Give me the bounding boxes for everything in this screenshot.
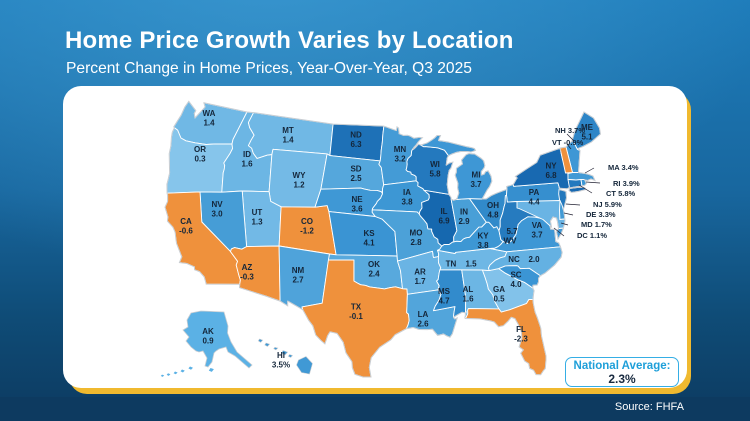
svg-text:6.8: 6.8 [545, 171, 557, 180]
svg-text:NM: NM [292, 266, 305, 275]
svg-text:IA: IA [403, 188, 411, 197]
svg-text:VT -0.9%: VT -0.9% [552, 138, 584, 147]
svg-text:FL: FL [516, 325, 526, 334]
svg-text:4.7: 4.7 [438, 296, 450, 305]
svg-text:3.0: 3.0 [211, 209, 223, 218]
svg-text:OR: OR [194, 145, 206, 154]
svg-text:4.4: 4.4 [528, 197, 540, 206]
svg-text:3.7: 3.7 [470, 180, 482, 189]
svg-text:0.9: 0.9 [202, 336, 214, 345]
svg-text:AK: AK [202, 327, 214, 336]
svg-text:3.7: 3.7 [531, 230, 543, 239]
svg-text:NJ 5.9%: NJ 5.9% [593, 200, 622, 209]
svg-text:ND: ND [350, 131, 362, 140]
svg-text:KY: KY [477, 232, 489, 241]
svg-text:3.5%: 3.5% [272, 361, 290, 370]
svg-text:DE 3.3%: DE 3.3% [586, 210, 616, 219]
svg-text:1.7: 1.7 [414, 277, 426, 286]
svg-text:4.0: 4.0 [510, 280, 522, 289]
svg-text:KS: KS [363, 229, 375, 238]
svg-text:2.9: 2.9 [458, 217, 470, 226]
svg-text:5.8: 5.8 [429, 169, 441, 178]
svg-text:2.4: 2.4 [368, 269, 380, 278]
svg-text:2.5: 2.5 [350, 174, 362, 183]
svg-text:WV: WV [504, 236, 518, 245]
svg-text:MI: MI [472, 171, 481, 180]
svg-text:-1.2: -1.2 [300, 226, 314, 235]
svg-text:IN: IN [460, 208, 468, 217]
svg-text:-2.3: -2.3 [514, 334, 528, 343]
svg-text:TN: TN [446, 260, 457, 269]
svg-text:1.2: 1.2 [293, 180, 305, 189]
svg-text:3.6: 3.6 [351, 204, 363, 213]
svg-text:OH: OH [487, 201, 499, 210]
svg-text:3.8: 3.8 [477, 241, 489, 250]
svg-text:6.9: 6.9 [438, 216, 450, 225]
svg-text:ID: ID [243, 150, 251, 159]
svg-text:DC 1.1%: DC 1.1% [577, 231, 607, 240]
svg-text:NV: NV [211, 200, 223, 209]
svg-text:NC: NC [508, 255, 520, 264]
svg-text:AL: AL [463, 285, 474, 294]
svg-text:1.4: 1.4 [282, 135, 294, 144]
svg-text:AR: AR [414, 268, 426, 277]
svg-text:MA 3.4%: MA 3.4% [608, 163, 639, 172]
svg-text:TX: TX [351, 303, 362, 312]
svg-text:5.7: 5.7 [506, 227, 518, 236]
svg-text:CO: CO [301, 217, 313, 226]
svg-text:1.6: 1.6 [462, 294, 474, 303]
svg-text:0.5: 0.5 [493, 294, 505, 303]
svg-text:NH 3.7%: NH 3.7% [555, 126, 585, 135]
svg-text:CA: CA [180, 217, 192, 226]
svg-text:-0.3: -0.3 [240, 272, 254, 281]
svg-text:WA: WA [203, 109, 216, 118]
svg-text:-0.6: -0.6 [179, 226, 193, 235]
svg-text:1.3: 1.3 [251, 217, 263, 226]
svg-text:OK: OK [368, 260, 380, 269]
svg-text:2.8: 2.8 [410, 238, 422, 247]
svg-text:WY: WY [293, 171, 307, 180]
svg-text:6.3: 6.3 [350, 140, 362, 149]
svg-text:MO: MO [410, 229, 423, 238]
svg-text:CT 5.8%: CT 5.8% [606, 189, 636, 198]
svg-text:4.1: 4.1 [363, 238, 375, 247]
svg-text:NE: NE [351, 195, 363, 204]
svg-text:GA: GA [493, 285, 505, 294]
svg-text:5.1: 5.1 [581, 132, 593, 141]
svg-text:WI: WI [430, 160, 440, 169]
svg-text:IL: IL [440, 207, 447, 216]
svg-text:RI 3.9%: RI 3.9% [613, 179, 640, 188]
svg-text:ME: ME [581, 123, 594, 132]
svg-text:2.6: 2.6 [417, 319, 429, 328]
svg-text:1.4: 1.4 [203, 118, 215, 127]
svg-text:PA: PA [529, 188, 540, 197]
svg-text:SD: SD [350, 165, 361, 174]
svg-text:MD 1.7%: MD 1.7% [581, 220, 612, 229]
svg-text:4.8: 4.8 [487, 210, 499, 219]
svg-text:VA: VA [532, 221, 543, 230]
svg-text:MN: MN [394, 145, 407, 154]
svg-text:2.7: 2.7 [292, 275, 304, 284]
svg-text:2.0: 2.0 [528, 255, 540, 264]
svg-text:1.6: 1.6 [241, 159, 253, 168]
svg-text:3.8: 3.8 [401, 197, 413, 206]
svg-text:MS: MS [438, 287, 451, 296]
svg-text:MT: MT [282, 126, 294, 135]
svg-text:-0.1: -0.1 [349, 312, 363, 321]
svg-text:AZ: AZ [242, 263, 253, 272]
svg-text:3.2: 3.2 [394, 154, 406, 163]
svg-text:NY: NY [545, 162, 557, 171]
svg-text:LA: LA [418, 310, 429, 319]
svg-text:UT: UT [252, 208, 263, 217]
svg-text:1.5: 1.5 [465, 260, 477, 269]
svg-text:HI: HI [277, 351, 285, 360]
svg-text:SC: SC [510, 271, 521, 280]
svg-text:0.3: 0.3 [194, 154, 206, 163]
